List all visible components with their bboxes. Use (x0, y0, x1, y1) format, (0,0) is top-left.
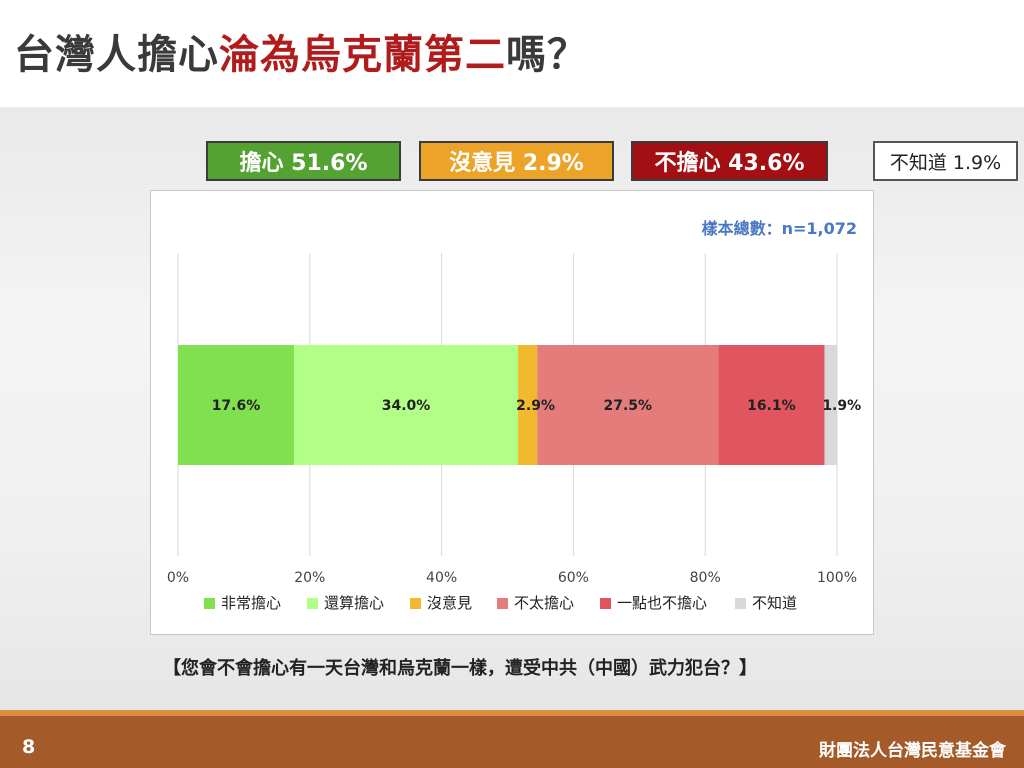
chart-panel: 樣本總數：n=1,072 0% 20% 40% 60% 80% 100% 17.6% 34.0… (150, 190, 874, 635)
data-label: 27.5% (603, 398, 652, 414)
page-number: 8 (22, 736, 36, 758)
data-label: 1.9% (822, 398, 861, 414)
bar-segment (178, 345, 294, 465)
legend-swatch (497, 598, 508, 609)
x-tick-label: 0% (167, 570, 189, 586)
summary-dont-know-box: 不知道 1.9% (873, 141, 1018, 181)
organization-name: 財團法人台灣民意基金會 (819, 741, 1006, 761)
x-tick-label: 80% (690, 570, 721, 586)
legend-label: 沒意見 (427, 594, 472, 612)
legend-label: 不知道 (752, 594, 797, 612)
legend-swatch (204, 598, 215, 609)
legend-label: 一點也不擔心 (617, 594, 707, 612)
x-tick-label: 60% (558, 570, 589, 586)
legend-swatch (410, 598, 421, 609)
data-label: 17.6% (212, 398, 261, 414)
stacked-bar-chart: 0% 20% 40% 60% 80% 100% 17.6% 34.0% 2.9% 27.5% 16.… (167, 253, 861, 612)
data-label: 2.9% (516, 398, 555, 414)
title-highlight: 淪為烏克蘭第二 (219, 32, 506, 78)
legend-swatch (307, 598, 318, 609)
summary-not-concern-box: 不擔心 43.6% (631, 141, 828, 181)
data-label: 34.0% (382, 398, 431, 414)
bar-segment (718, 345, 825, 465)
sample-size: 樣本總數：n=1,072 (701, 219, 857, 238)
x-tick-label: 40% (426, 570, 457, 586)
bar-segment (824, 345, 837, 465)
legend-label: 不太擔心 (514, 594, 574, 612)
title-prefix: 台灣人擔心 (14, 32, 219, 78)
bar-segment (518, 345, 538, 465)
legend-label: 還算擔心 (324, 594, 384, 612)
legend-label: 非常擔心 (221, 594, 281, 612)
x-tick-label: 20% (294, 570, 325, 586)
summary-no-opinion-box: 沒意見 2.9% (419, 141, 614, 181)
data-label: 16.1% (747, 398, 796, 414)
footer-bar: 8 財團法人台灣民意基金會 (0, 710, 1024, 768)
bar-segment (293, 345, 519, 465)
survey-question: 【您會不會擔心有一天台灣和烏克蘭一樣，遭受中共（中國）武力犯台？】 (163, 658, 757, 679)
legend-swatch (735, 598, 746, 609)
legend-swatch (600, 598, 611, 609)
x-tick-label: 100% (817, 570, 857, 586)
page-title: 台灣人擔心淪為烏克蘭第二嗎？ (14, 22, 588, 80)
title-suffix: 嗎？ (506, 32, 588, 78)
summary-concern-box: 擔心 51.6% (206, 141, 401, 181)
bar-segment (537, 345, 719, 465)
